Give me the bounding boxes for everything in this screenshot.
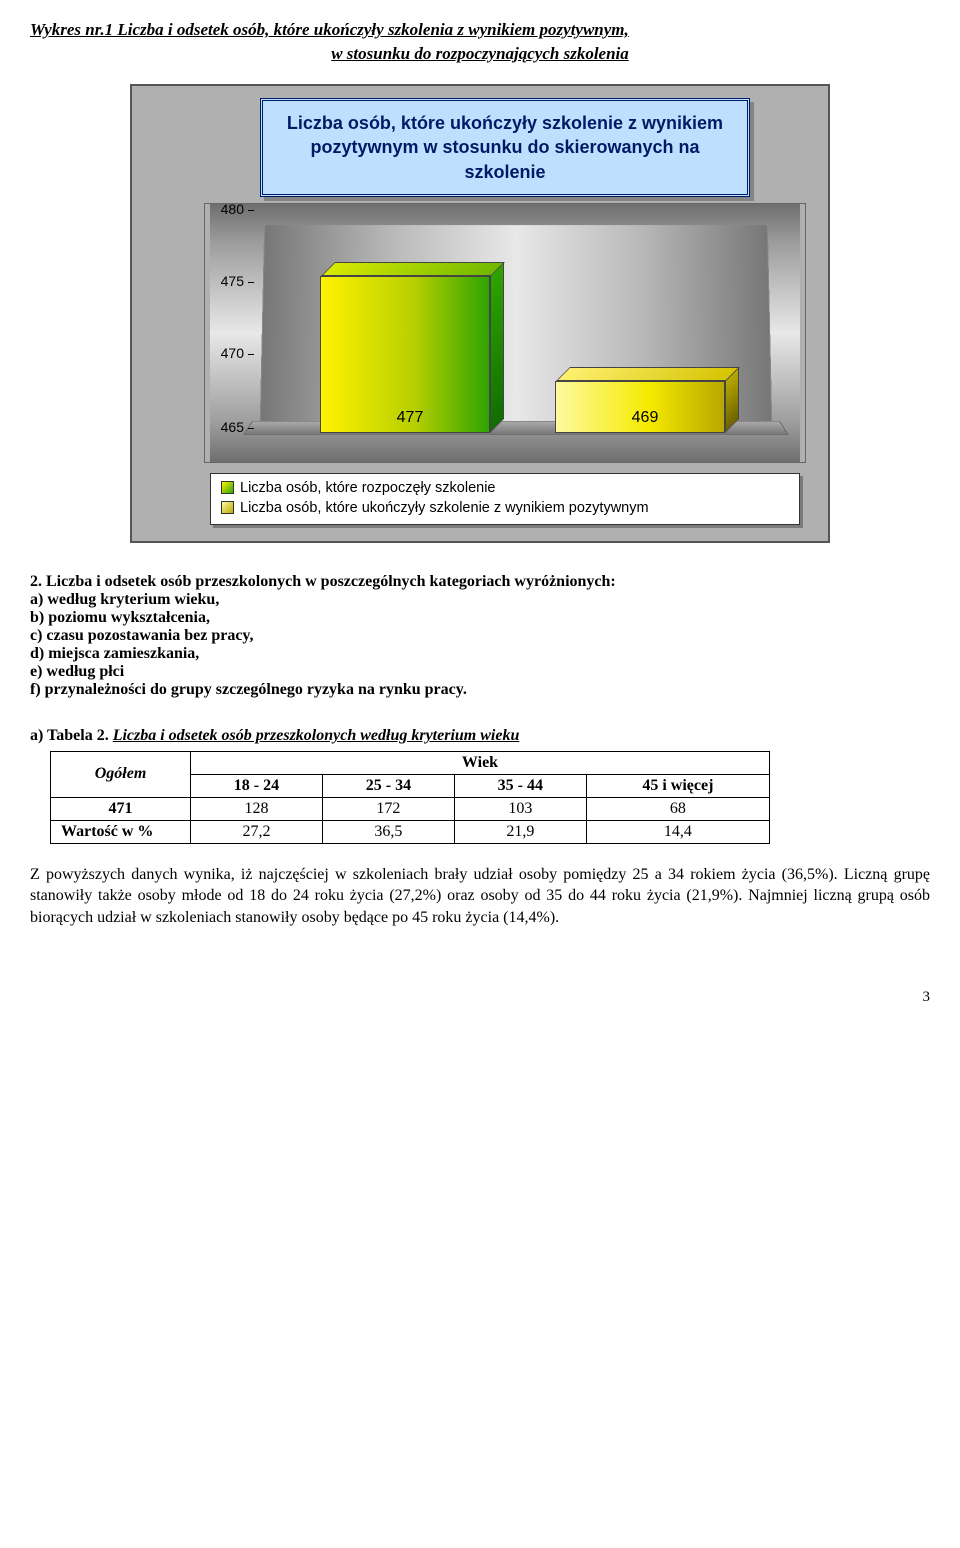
chart-inner: Liczba osób, które ukończyły szkolenie z…	[140, 98, 820, 525]
chart-container: Liczba osób, które ukończyły szkolenie z…	[130, 84, 830, 543]
legend-text: Liczba osób, które ukończyły szkolenie z…	[240, 500, 649, 516]
legend-swatch	[221, 501, 234, 514]
chart-title-line: pozytywnym w stosunku do skierowanych na	[283, 135, 727, 159]
table-2-title-ital: Liczba i odsetek osób przeszkolonych wed…	[113, 727, 520, 744]
table-2-title-prefix: a) Tabela 2.	[30, 727, 113, 744]
legend-row: Liczba osób, które rozpoczęły szkolenie	[221, 478, 789, 498]
section-2: 2. Liczba i odsetek osób przeszkolonych …	[30, 573, 930, 699]
legend-text: Liczba osób, które rozpoczęły szkolenie	[240, 480, 496, 496]
table-col-group: Wiek	[191, 751, 770, 774]
table-row-label: 471	[51, 797, 191, 820]
y-tick: 465	[221, 419, 254, 435]
table-cell: 36,5	[322, 820, 454, 843]
bar-side	[490, 262, 504, 433]
section-2-head: 2. Liczba i odsetek osób przeszkolonych …	[30, 573, 930, 591]
table-2: Ogółem Wiek 18 - 2425 - 3435 - 4445 i wi…	[50, 751, 770, 844]
table-cell: 103	[454, 797, 586, 820]
section-2-item: c) czasu pozostawania bez pracy,	[30, 627, 930, 645]
bar-top	[556, 367, 740, 381]
section-2-item: f) przynależności do grupy szczególnego …	[30, 681, 930, 699]
table-cell: 172	[322, 797, 454, 820]
chart-title-line: Liczba osób, które ukończyły szkolenie z…	[283, 111, 727, 135]
plot-area: 465 470 475 480 477469	[210, 203, 800, 463]
y-axis: 465 470 475 480	[208, 223, 260, 441]
table-cell: 21,9	[454, 820, 586, 843]
table-col-header: 18 - 24	[191, 774, 323, 797]
chart-title-line: szkolenie	[283, 160, 727, 184]
section-2-item: d) miejsca zamieszkania,	[30, 645, 930, 663]
legend: Liczba osób, które rozpoczęły szkolenie L…	[210, 473, 800, 525]
table-row-label: Wartość w %	[51, 820, 191, 843]
table-col-header: 25 - 34	[322, 774, 454, 797]
table-col-header: 45 i więcej	[586, 774, 769, 797]
y-tick: 480	[221, 201, 254, 217]
table-cell: 27,2	[191, 820, 323, 843]
section-2-item: e) według płci	[30, 663, 930, 681]
page-heading-line2: w stosunku do rozpoczynających szkolenia	[30, 44, 930, 64]
section-2-item: a) według kryterium wieku,	[30, 591, 930, 609]
legend-row: Liczba osób, które ukończyły szkolenie z…	[221, 498, 789, 518]
table-cell: 68	[586, 797, 769, 820]
table-2-title: a) Tabela 2. Liczba i odsetek osób przes…	[30, 727, 930, 745]
chart-title: Liczba osób, które ukończyły szkolenie z…	[260, 98, 750, 197]
table-cell: 128	[191, 797, 323, 820]
table-row-header: Ogółem	[51, 751, 191, 797]
paragraph-bottom: Z powyższych danych wynika, iż najczęści…	[30, 864, 930, 929]
table-cell: 14,4	[586, 820, 769, 843]
y-tick: 470	[221, 345, 254, 361]
legend-swatch	[221, 481, 234, 494]
page-number: 3	[30, 989, 930, 1006]
section-2-item: b) poziomu wykształcenia,	[30, 609, 930, 627]
y-tick: 475	[221, 273, 254, 289]
table-col-header: 35 - 44	[454, 774, 586, 797]
bar-top	[321, 262, 505, 276]
page-heading-line1: Wykres nr.1 Liczba i odsetek osób, które…	[30, 20, 930, 40]
